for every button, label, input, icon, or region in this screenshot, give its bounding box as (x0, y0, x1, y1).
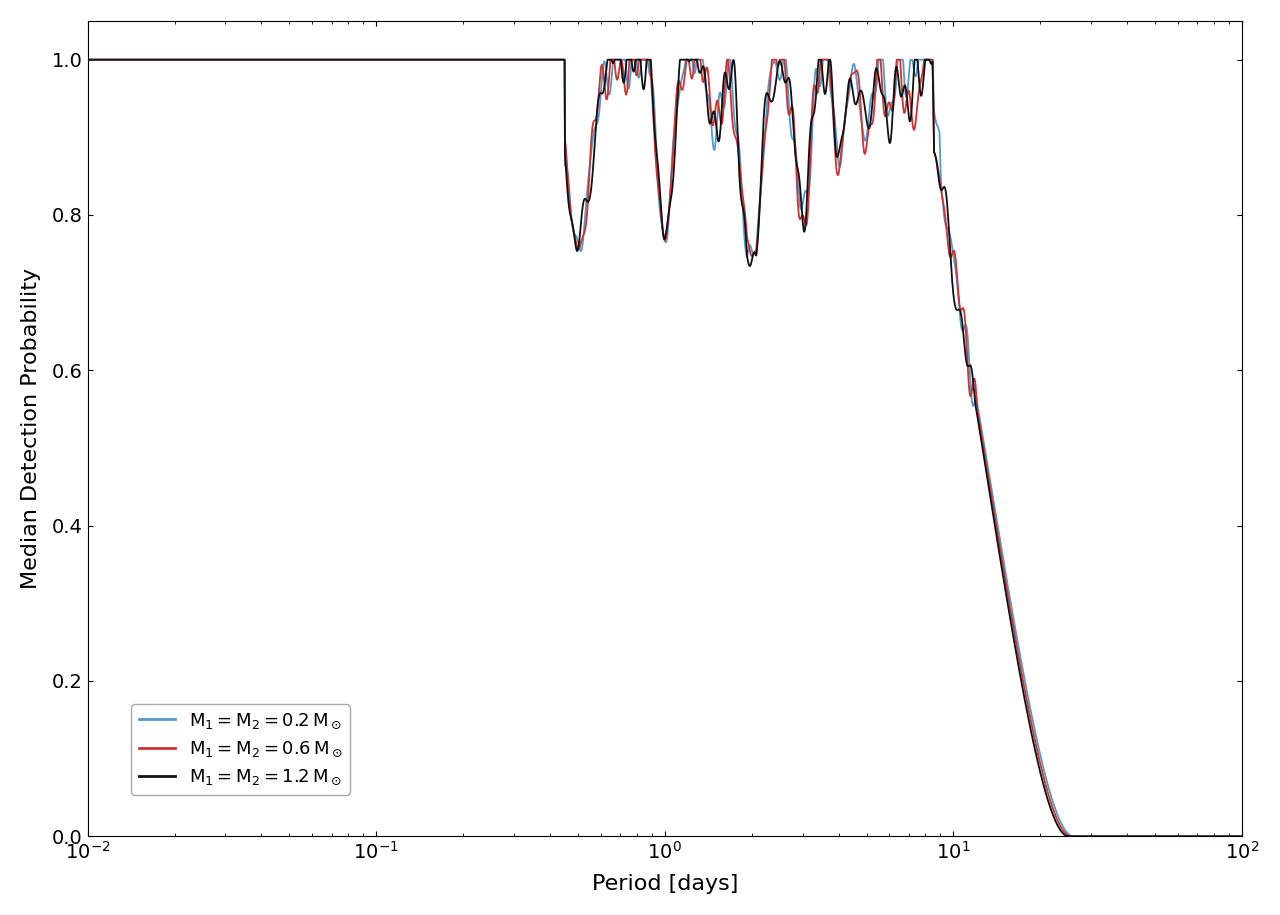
Y-axis label: Median Detection Probability: Median Detection Probability (20, 268, 41, 589)
X-axis label: Period [days]: Period [days] (591, 874, 739, 894)
Legend: $\mathrm{M_1 = M_2 = 0.2\,M_\odot}$, $\mathrm{M_1 = M_2 = 0.6\,M_\odot}$, $\math: $\mathrm{M_1 = M_2 = 0.2\,M_\odot}$, $\m… (132, 705, 351, 794)
